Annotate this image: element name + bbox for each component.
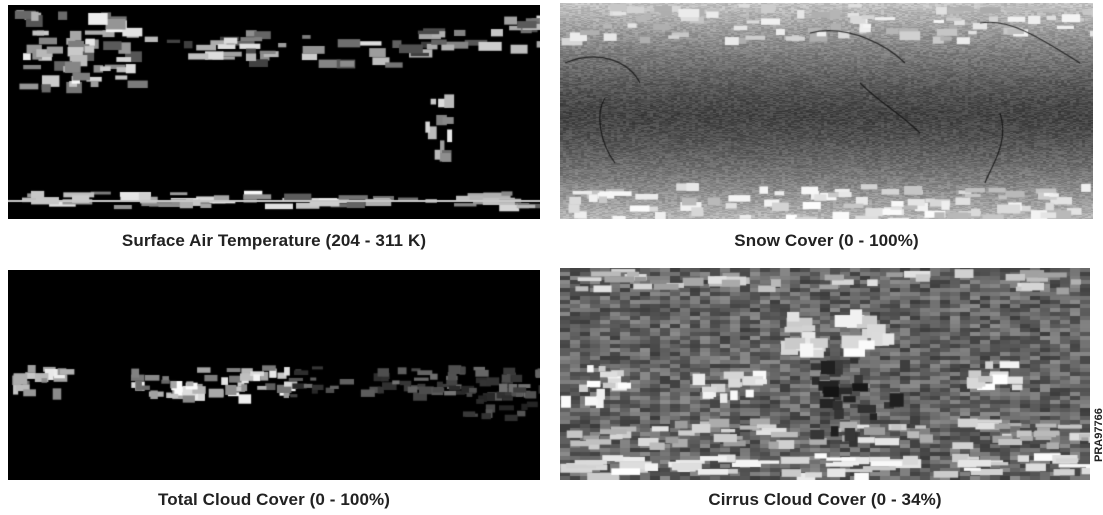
cirrus-cloud-cover-map-image: [560, 268, 1090, 480]
map-panel-surface-air-temperature: [8, 5, 540, 219]
map-panel-cirrus-cloud-cover: [560, 268, 1090, 480]
caption-surface-air-temperature: Surface Air Temperature (204 - 311 K): [121, 231, 427, 250]
caption-cirrus-cloud-cover: Cirrus Cloud Cover (0 - 34%): [708, 490, 942, 509]
map-panel-snow-cover: [560, 3, 1093, 219]
total-cloud-cover-map-image: [8, 270, 540, 480]
map-panel-total-cloud-cover: [8, 270, 540, 480]
surface-air-temperature-map-image: [8, 5, 540, 219]
side-code: PRA97766: [1093, 408, 1103, 462]
caption-total-cloud-cover: Total Cloud Cover (0 - 100%): [157, 490, 391, 509]
caption-snow-cover: Snow Cover (0 - 100%): [734, 231, 919, 250]
snow-cover-map-image: [560, 3, 1093, 219]
